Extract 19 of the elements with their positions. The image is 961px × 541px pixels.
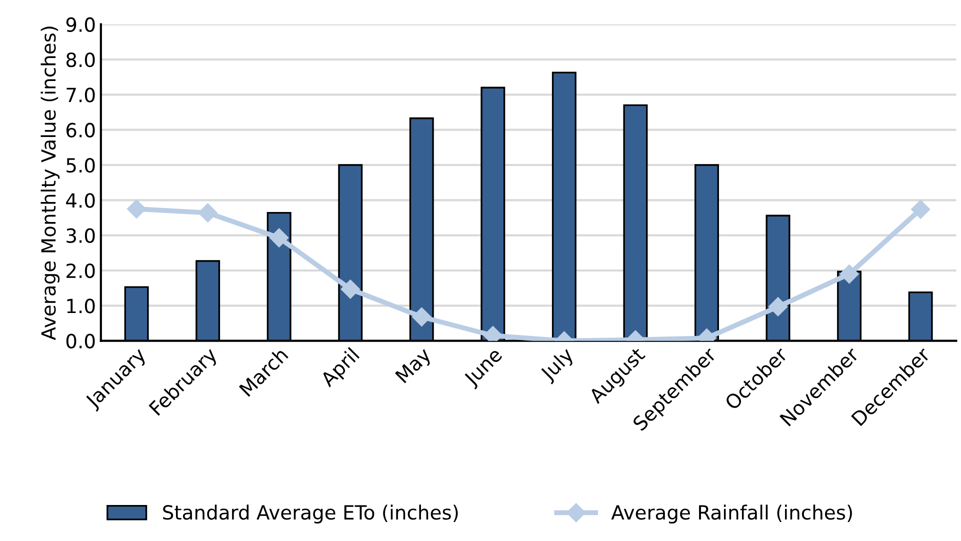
point [840,264,859,284]
y-axis-title: Average Monthlty Value (inches) [40,26,60,340]
y-tick-label: 0.0 [66,334,95,348]
y-tick-label: 3.0 [66,228,95,243]
point [270,228,289,248]
point [340,280,360,299]
point [198,203,218,222]
point [127,199,146,218]
legend-label: Average Rainfall (inches) [611,504,852,524]
y-tick-label: 5.0 [66,158,95,173]
y-tick-label: 8.0 [66,52,95,68]
legend-label: Standard Average ETo (inches) [163,504,458,524]
y-tick-label: 9.0 [66,17,95,32]
y-tick-label: 1.0 [67,298,95,314]
y-tick-label: 7.0 [66,88,95,102]
y-tick-label: 6.0 [66,122,95,138]
y-tick-label: 4.0 [66,193,95,208]
point [911,200,930,219]
y-tick-label: 2.0 [66,263,95,278]
